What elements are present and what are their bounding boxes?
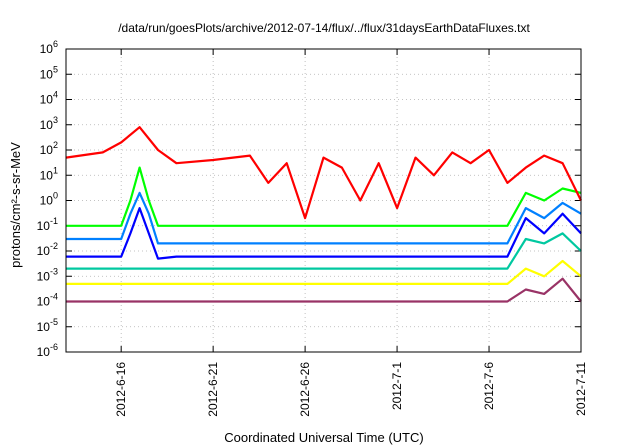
y-tick-label: 100 <box>40 191 58 208</box>
y-tick-exp: -3 <box>50 266 58 276</box>
series-line <box>66 207 582 260</box>
y-tick-label: 101 <box>40 165 58 182</box>
y-axis-label: protons/cm²-s-sr-MeV <box>8 142 23 268</box>
x-tick-label: 2012-7-6 <box>482 362 496 410</box>
series-line <box>66 166 582 227</box>
x-tick-label: 2012-6-21 <box>206 362 220 417</box>
series-lines <box>65 126 582 303</box>
y-tick-base: 10 <box>40 168 54 182</box>
y-tick-exp: 2 <box>53 140 58 150</box>
series-line <box>66 277 582 303</box>
y-tick-exp: 5 <box>53 64 58 74</box>
x-tick-label: 2012-6-26 <box>298 362 312 417</box>
y-tick-exp: -5 <box>50 317 58 327</box>
y-tick-exp: -6 <box>50 342 58 352</box>
y-tick-base: 10 <box>37 295 51 309</box>
y-tick-label: 10-2 <box>37 241 58 258</box>
x-tick-label: 2012-7-11 <box>574 362 588 416</box>
y-tick-label: 10-6 <box>37 342 58 359</box>
y-tick-label: 10-3 <box>37 266 58 283</box>
y-tick-exp: 4 <box>53 90 58 100</box>
y-tick-label: 10-5 <box>37 317 58 334</box>
y-tick-label: 105 <box>40 64 58 81</box>
series-line <box>66 232 582 270</box>
series-line <box>66 259 582 285</box>
y-tick-label: 10-4 <box>37 292 58 309</box>
y-tick-base: 10 <box>40 143 54 157</box>
series-line <box>65 126 582 220</box>
x-tick-label: 2012-7-1 <box>390 362 404 410</box>
y-tick-exp: 3 <box>53 115 58 125</box>
y-tick-exp: -4 <box>50 292 58 302</box>
y-tick-base: 10 <box>37 219 51 233</box>
y-tick-exp: -1 <box>50 216 58 226</box>
y-tick-exp: 6 <box>53 39 58 49</box>
y-tick-labels: 10-610-510-410-310-210-11001011021031041… <box>37 39 58 359</box>
y-tick-label: 106 <box>40 39 58 56</box>
series-line <box>66 191 582 245</box>
y-tick-base: 10 <box>40 67 54 81</box>
y-tick-base: 10 <box>40 194 54 208</box>
x-tick-label: 2012-6-16 <box>114 362 128 417</box>
y-tick-exp: -2 <box>50 241 58 251</box>
y-tick-base: 10 <box>37 269 51 283</box>
y-tick-base: 10 <box>40 93 54 107</box>
x-axis-label: Coordinated Universal Time (UTC) <box>224 430 423 445</box>
x-tick-labels: 2012-6-16 2012-6-21 2012-6-26 2012-7-1 2012-… <box>114 362 588 417</box>
y-tick-base: 10 <box>40 42 54 56</box>
y-tick-exp: 0 <box>53 191 58 201</box>
y-tick-label: 10-1 <box>37 216 58 233</box>
y-tick-label: 102 <box>40 140 58 157</box>
y-tick-label: 103 <box>40 115 58 132</box>
y-tick-base: 10 <box>37 244 51 258</box>
plot-frame <box>65 48 582 353</box>
y-tick-label: 104 <box>40 90 58 107</box>
y-tick-base: 10 <box>37 345 51 359</box>
y-tick-exp: 1 <box>53 165 58 175</box>
y-tick-base: 10 <box>40 118 54 132</box>
chart-title: /data/run/goesPlots/archive/2012-07-14/f… <box>118 21 530 35</box>
y-tick-base: 10 <box>37 320 51 334</box>
